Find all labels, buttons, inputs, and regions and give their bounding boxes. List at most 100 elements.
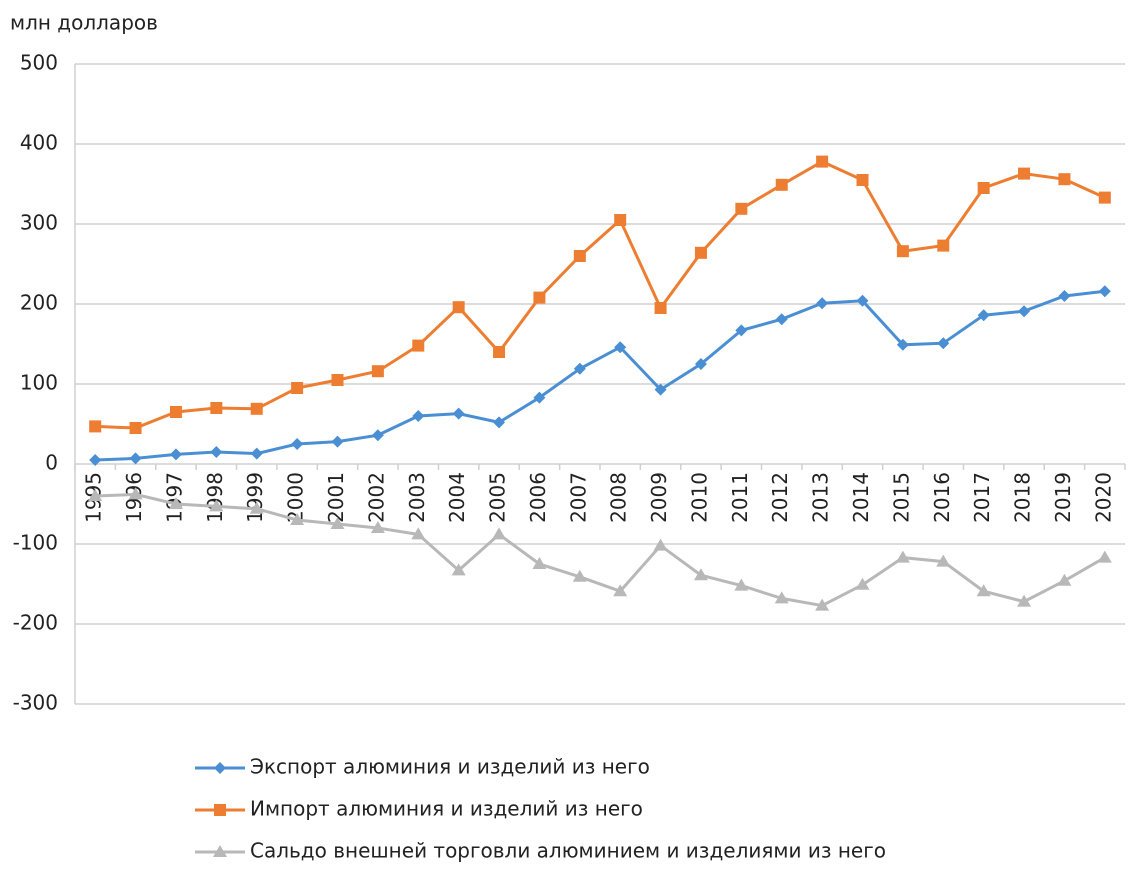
data-point [936, 554, 951, 567]
data-point [1018, 167, 1031, 180]
x-tick-label: 2012 [768, 472, 792, 523]
data-point [89, 420, 102, 433]
data-point [855, 577, 870, 590]
data-point [694, 358, 707, 370]
x-tick-label: 2014 [849, 472, 873, 523]
data-point [532, 557, 547, 569]
x-tick-label: 2006 [526, 472, 550, 523]
series-line [95, 159, 1106, 430]
data-point [1058, 290, 1071, 302]
data-point [129, 452, 142, 465]
data-point [654, 383, 667, 396]
data-point [1098, 191, 1111, 204]
x-tick-label: 1998 [203, 472, 227, 523]
data-point [775, 178, 788, 191]
data-point [775, 313, 788, 326]
x-tick-label: 2002 [364, 472, 388, 523]
data-point [1098, 285, 1111, 298]
data-point [493, 416, 506, 429]
data-point [168, 497, 183, 509]
data-point [290, 513, 305, 525]
data-point [1017, 594, 1032, 607]
y-tick-label: 100 [20, 371, 58, 395]
data-point [492, 527, 507, 540]
x-tick-label: 2008 [607, 472, 631, 523]
x-tick-label: 2016 [930, 472, 954, 523]
data-point [573, 250, 586, 262]
x-tick-label: 1999 [243, 472, 267, 523]
data-point [1057, 573, 1072, 586]
data-point [653, 538, 668, 551]
data-point [88, 489, 103, 501]
y-tick-label: 200 [20, 291, 58, 315]
data-point [331, 374, 344, 386]
y-tick-label: -300 [13, 691, 58, 715]
data-point [572, 569, 587, 582]
y-tick-label: -100 [13, 531, 58, 555]
x-tick-label: 2005 [486, 472, 510, 523]
x-tick-label: 1997 [162, 472, 186, 523]
y-tick-label: -200 [13, 611, 58, 635]
data-point [856, 294, 869, 307]
data-point [976, 584, 991, 597]
legend-marker [214, 762, 226, 774]
x-tick-label: 2013 [809, 472, 833, 523]
data-point [614, 341, 627, 354]
y-tick-label: 0 [45, 451, 58, 475]
data-point [493, 346, 506, 358]
data-point [331, 435, 344, 448]
data-point [816, 155, 829, 168]
data-point [614, 214, 627, 226]
x-tick-label: 2010 [687, 472, 711, 523]
data-point [896, 338, 909, 351]
x-tick-label: 2004 [445, 472, 469, 523]
data-point [250, 447, 263, 460]
data-point [896, 245, 909, 258]
series-line [95, 289, 1105, 462]
data-point [1018, 305, 1031, 318]
data-point [573, 362, 586, 375]
data-point [452, 407, 465, 420]
data-point [169, 448, 182, 461]
x-tick-label: 2015 [889, 472, 913, 523]
data-point [694, 246, 707, 259]
data-point [1058, 173, 1071, 186]
legend-marker [214, 804, 226, 816]
x-tick-label: 2000 [284, 472, 308, 523]
x-tick-label: 2017 [970, 472, 994, 523]
data-point [977, 309, 990, 322]
data-point [895, 550, 910, 563]
data-point [774, 591, 789, 604]
y-tick-label: 300 [20, 211, 58, 235]
data-point [735, 324, 748, 337]
data-point [693, 568, 708, 581]
legend-label: Экспорт алюминия и изделий из него [250, 755, 650, 779]
data-point [371, 365, 384, 378]
data-point [210, 446, 223, 458]
x-tick-label: 2009 [647, 472, 671, 523]
y-tick-label: 400 [20, 131, 58, 155]
data-point [734, 578, 749, 591]
x-tick-label: 2018 [1011, 472, 1035, 523]
data-point [291, 438, 304, 450]
data-point [330, 517, 345, 529]
data-point [533, 391, 546, 404]
data-point [856, 174, 869, 186]
data-point [735, 202, 748, 215]
data-point [370, 521, 385, 533]
legend-marker [213, 845, 227, 857]
x-tick-label: 2003 [405, 472, 429, 523]
data-point [249, 501, 264, 514]
legend-label: Сальдо внешней торговли алюминием и изде… [250, 839, 886, 863]
y-tick-label: 500 [20, 51, 58, 75]
data-point [451, 563, 466, 576]
data-point [1097, 550, 1112, 563]
data-point [937, 239, 950, 252]
data-point [977, 182, 990, 194]
data-point [533, 291, 546, 304]
data-point [169, 406, 182, 418]
data-point [654, 302, 667, 314]
data-point [250, 402, 263, 415]
data-point [613, 584, 628, 597]
